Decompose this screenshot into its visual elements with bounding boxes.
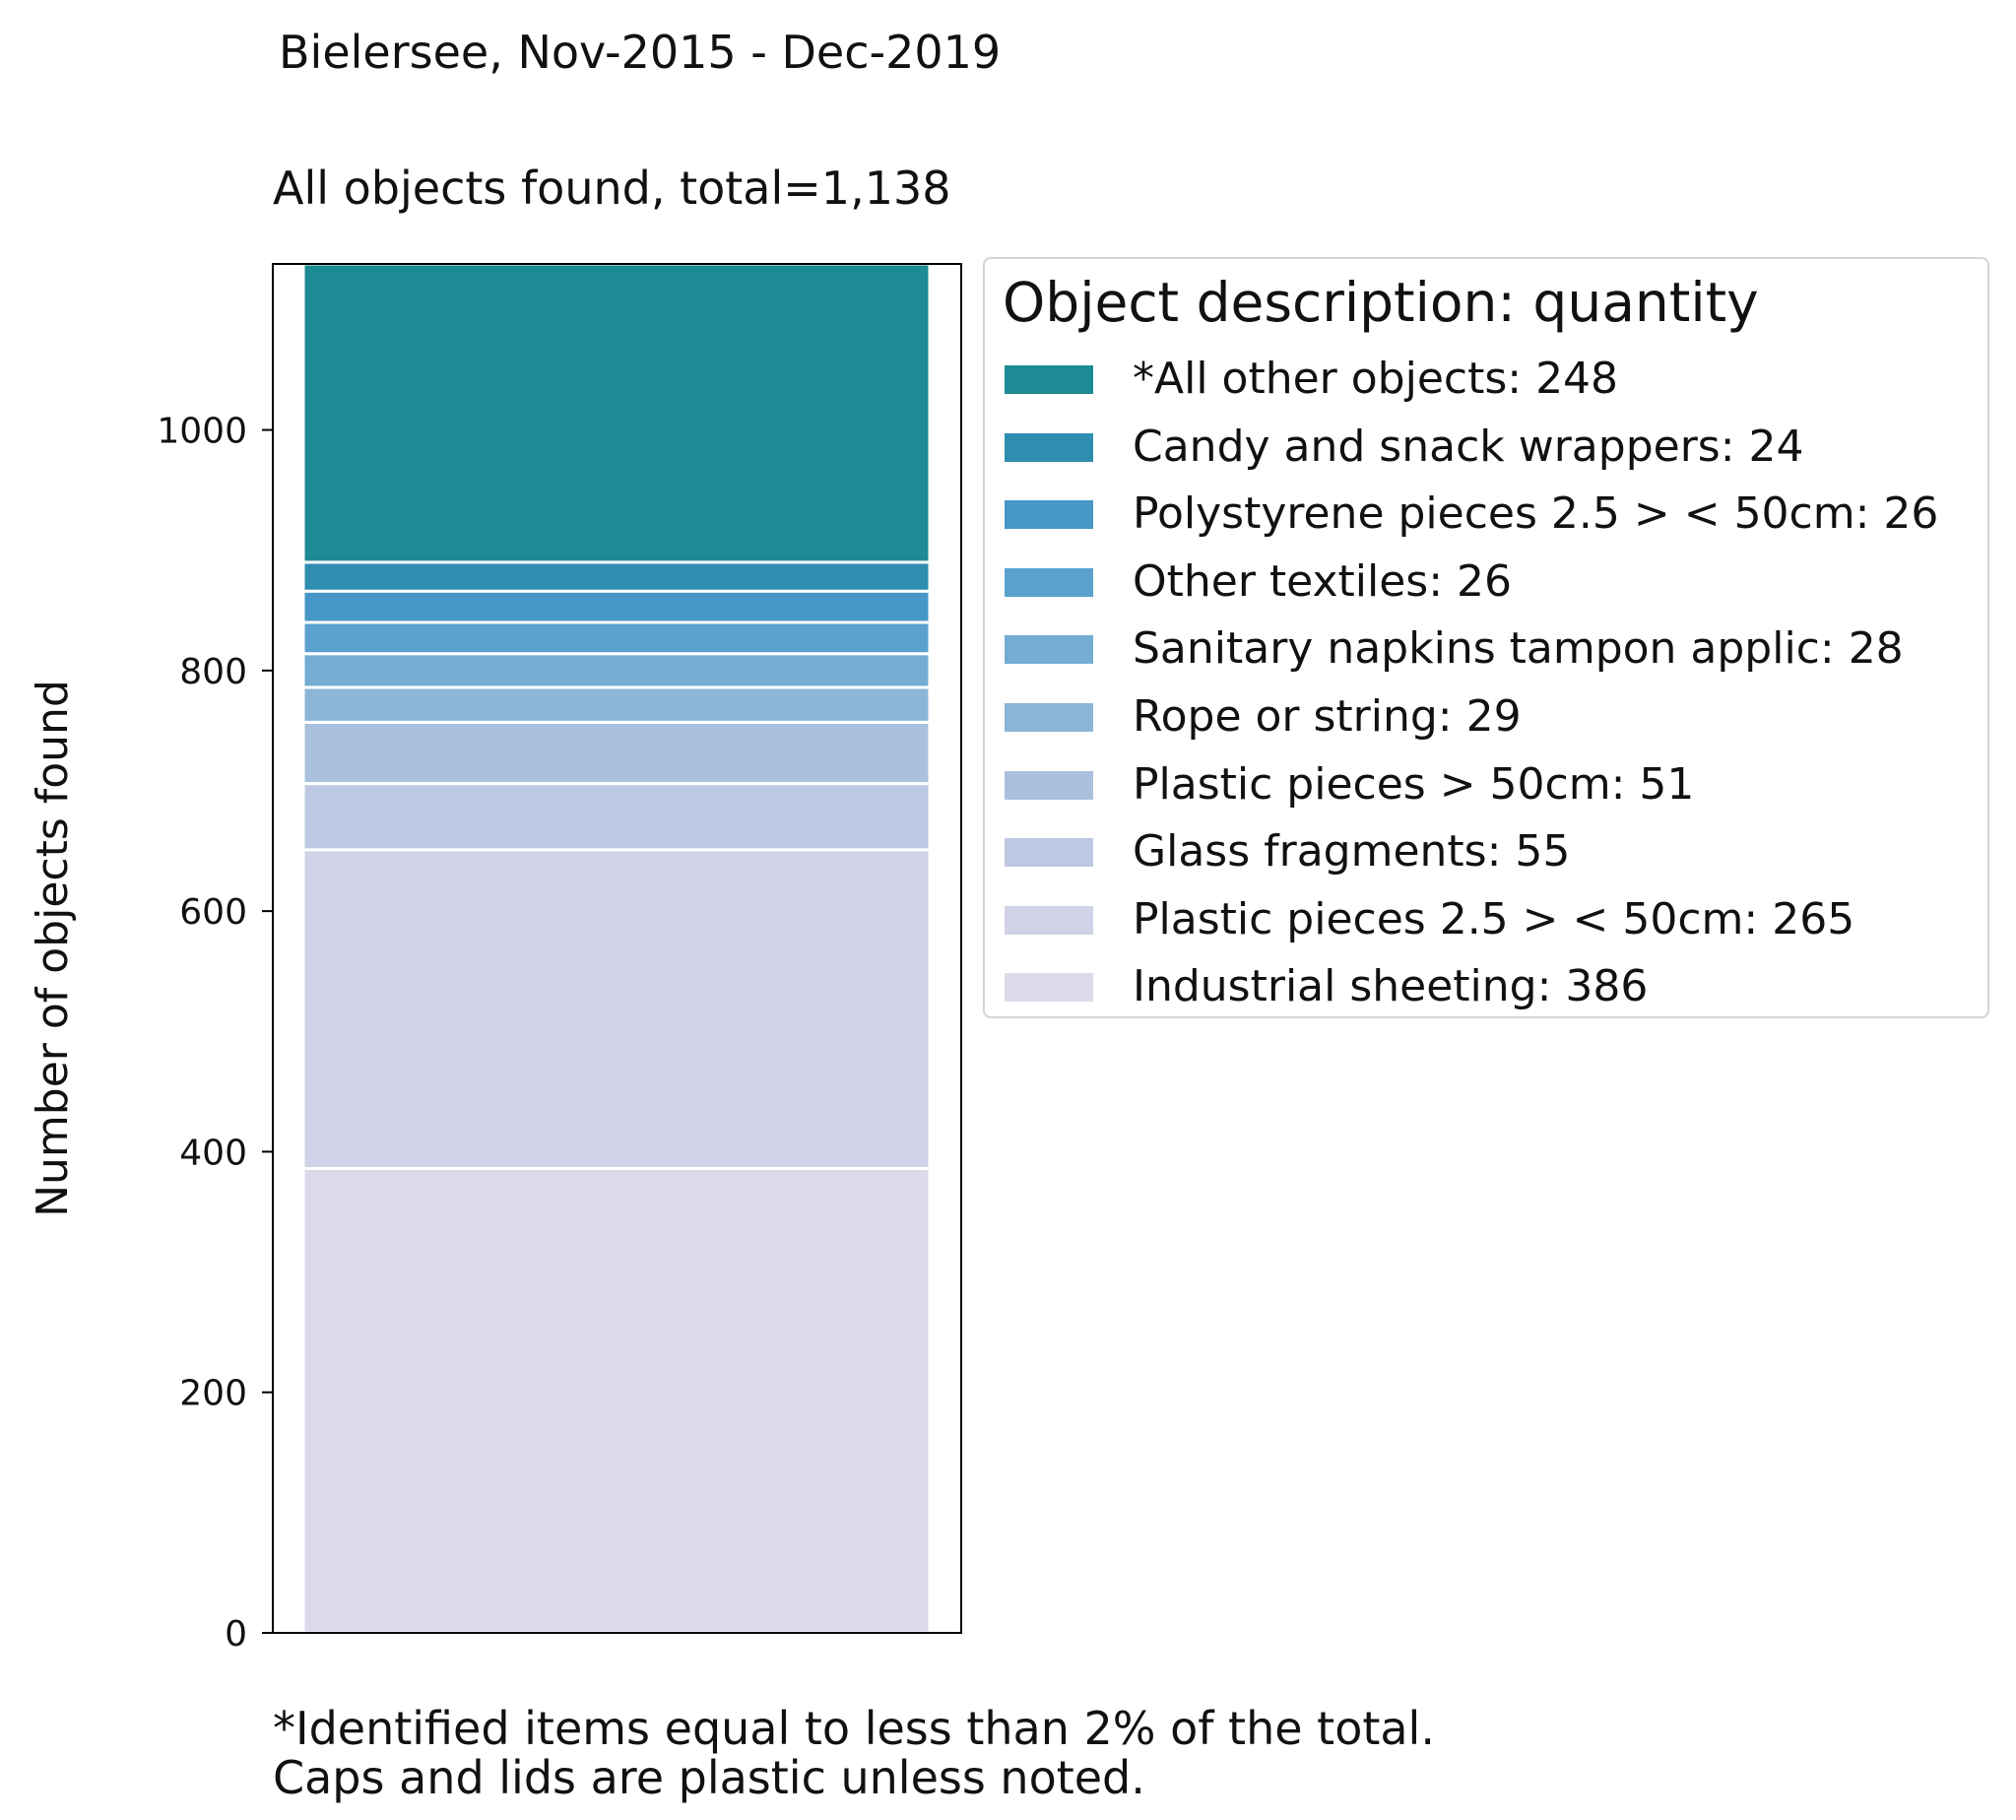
footnote-line-2: Caps and lids are plastic unless noted.	[273, 1751, 1145, 1804]
bar-segment-3	[301, 720, 932, 786]
legend-label: Polystyrene pieces 2.5 > < 50cm: 26	[1133, 488, 1939, 540]
legend-item: Polystyrene pieces 2.5 > < 50cm: 26	[1005, 487, 1980, 542]
legend-swatch	[1005, 905, 1093, 935]
legend-swatch	[1005, 500, 1093, 530]
bar-segment-5	[301, 652, 932, 689]
y-tick-label: 200	[179, 1374, 247, 1414]
bar-segment-6	[301, 620, 932, 656]
y-axis: 0 200 400 600 800 1000	[157, 412, 273, 1655]
legend: Object description: quantity *All other …	[983, 257, 1989, 1018]
legend-swatch	[1005, 838, 1093, 868]
y-tick-label: 0	[225, 1614, 247, 1655]
legend-item: Glass fragments: 55	[1005, 824, 1980, 879]
bar-segment-0	[301, 1167, 932, 1635]
legend-swatch	[1005, 365, 1093, 394]
legend-swatch	[1005, 432, 1093, 462]
y-tick-label: 600	[179, 892, 247, 933]
bar-segment-2	[301, 782, 932, 852]
y-axis-label: Number of objects found	[28, 680, 78, 1217]
legend-label: Glass fragments: 55	[1133, 826, 1571, 878]
legend-item: Other textiles: 26	[1005, 554, 1980, 610]
bar-segment-4	[301, 685, 932, 724]
legend-swatch	[1005, 973, 1093, 1003]
chart-title: All objects found, total=1,138	[273, 162, 951, 215]
legend-label: Plastic pieces > 50cm: 51	[1133, 758, 1695, 810]
legend-swatch	[1005, 770, 1093, 800]
bar-segment-9	[301, 262, 932, 564]
legend-item: Candy and snack wrappers: 24	[1005, 420, 1980, 475]
legend-label: Other textiles: 26	[1133, 555, 1512, 607]
legend-item: Industrial sheeting: 386	[1005, 959, 1980, 1014]
y-tick-label: 400	[179, 1133, 247, 1173]
legend-item: Sanitary napkins tampon applic: 28	[1005, 621, 1980, 677]
legend-label: Rope or string: 29	[1133, 691, 1522, 742]
footnote-line-1: *Identified items equal to less than 2% …	[273, 1702, 1435, 1755]
y-tick-label: 800	[179, 652, 247, 692]
legend-swatch	[1005, 567, 1093, 597]
bar-segment-8	[301, 560, 932, 593]
legend-label: Plastic pieces 2.5 > < 50cm: 265	[1133, 893, 1855, 944]
chart-suptitle: Bielersee, Nov-2015 - Dec-2019	[279, 26, 1002, 79]
legend-label: *All other objects: 248	[1133, 354, 1619, 404]
legend-label: Candy and snack wrappers: 24	[1133, 421, 1804, 472]
legend-swatch	[1005, 635, 1093, 665]
axes-frame	[272, 263, 962, 1634]
bar-segment-7	[301, 589, 932, 624]
legend-item: *All other objects: 248	[1005, 352, 1980, 407]
legend-label: Industrial sheeting: 386	[1133, 961, 1649, 1012]
stacked-bar	[301, 262, 932, 1635]
legend-item: Plastic pieces > 50cm: 51	[1005, 757, 1980, 812]
legend-title: Object description: quantity	[1003, 271, 1759, 334]
legend-swatch	[1005, 703, 1093, 732]
legend-label: Sanitary napkins tampon applic: 28	[1133, 623, 1904, 675]
y-tick-label: 1000	[157, 412, 247, 452]
bar-segment-1	[301, 848, 932, 1171]
legend-item: Rope or string: 29	[1005, 689, 1980, 745]
legend-item: Plastic pieces 2.5 > < 50cm: 265	[1005, 892, 1980, 947]
